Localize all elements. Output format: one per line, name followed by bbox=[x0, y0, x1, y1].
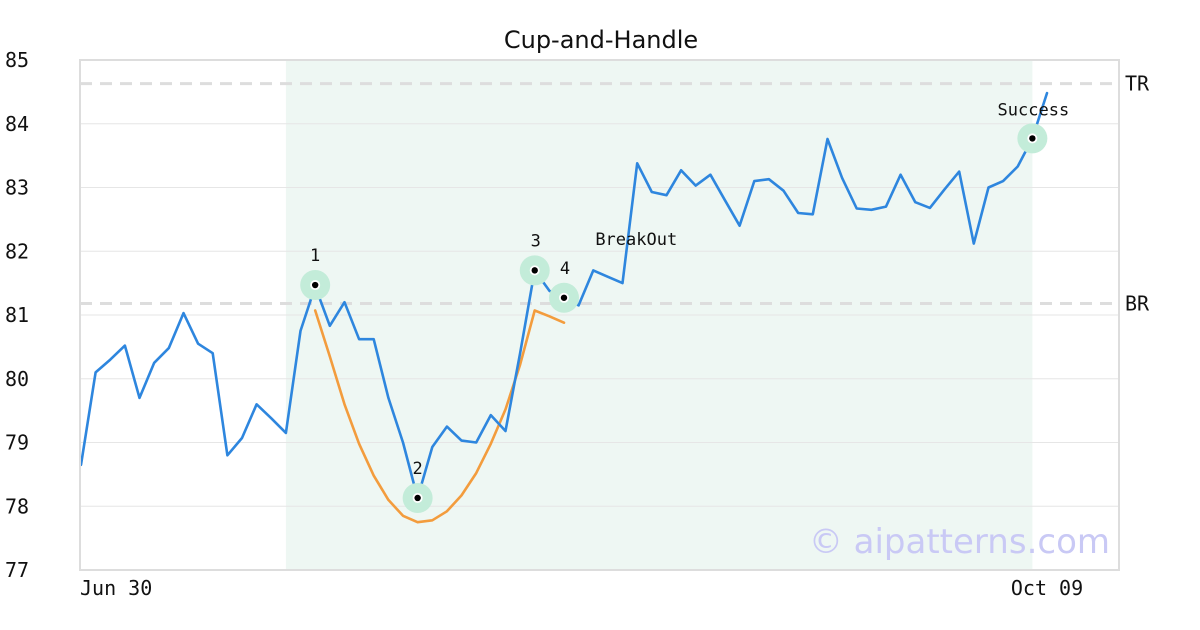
annotation-label: 2 bbox=[413, 459, 423, 479]
y-tick-label: 82 bbox=[5, 239, 29, 263]
pattern-point-dot bbox=[531, 267, 538, 274]
pattern-point-dot bbox=[414, 494, 421, 502]
plot-frame bbox=[79, 59, 1120, 571]
y-tick-label: 78 bbox=[5, 494, 29, 518]
y-tick-label: 81 bbox=[5, 303, 29, 327]
annotation-label: 4 bbox=[560, 259, 570, 279]
x-tick-label: Oct 09 bbox=[1011, 576, 1083, 600]
annotation-label: 3 bbox=[531, 231, 541, 251]
y-tick-label: 83 bbox=[5, 176, 29, 200]
reference-line-label: TR bbox=[1125, 72, 1150, 96]
annotation-label: BreakOut bbox=[595, 230, 677, 250]
annotation-label: Success bbox=[998, 100, 1070, 120]
chart-title: Cup-and-Handle bbox=[504, 26, 698, 54]
pattern-point-dot bbox=[1029, 135, 1036, 142]
x-tick-label: Jun 30 bbox=[80, 576, 152, 600]
pattern-point-dot bbox=[311, 281, 319, 289]
annotation-label: 1 bbox=[310, 246, 320, 266]
watermark: © aipatterns.com bbox=[809, 522, 1110, 562]
y-tick-label: 80 bbox=[5, 367, 29, 391]
y-tick-label: 85 bbox=[5, 48, 29, 72]
y-tick-label: 84 bbox=[5, 112, 29, 136]
y-tick-label: 79 bbox=[5, 431, 29, 455]
y-tick-label: 77 bbox=[5, 558, 29, 582]
pattern-point-dot bbox=[560, 294, 568, 301]
reference-line-label: BR bbox=[1125, 292, 1150, 316]
cup-curve-line bbox=[313, 309, 566, 524]
